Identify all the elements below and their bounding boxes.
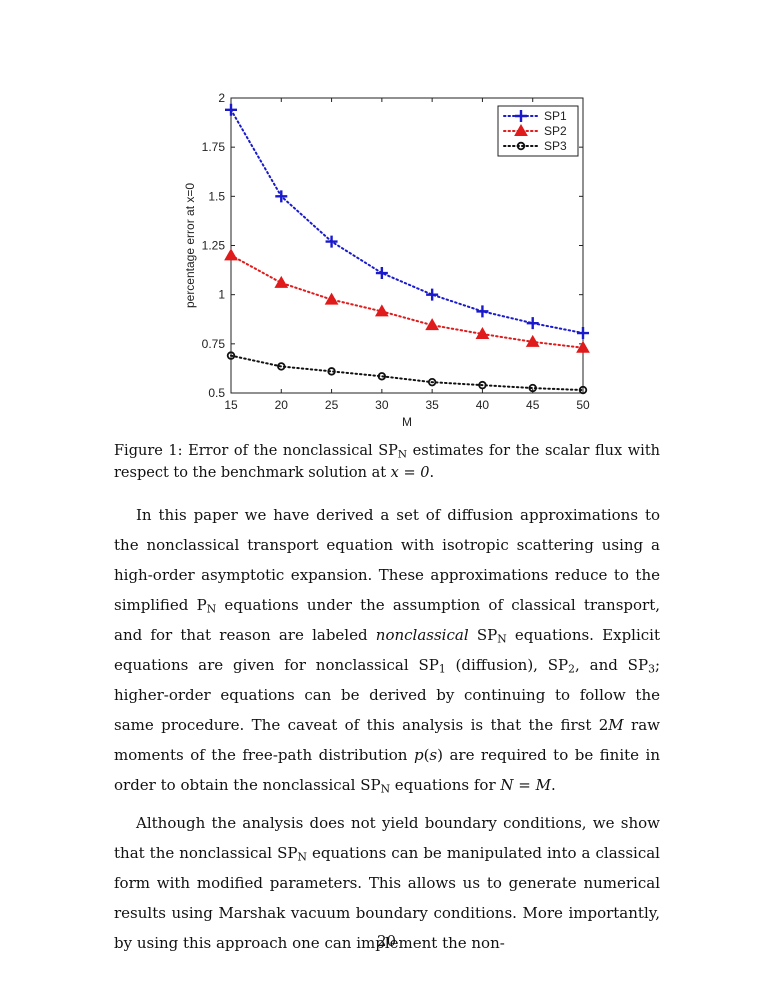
legend-box	[497, 105, 579, 157]
series-line	[230, 354, 584, 392]
legend-entry: SP3	[503, 139, 567, 153]
x-tick-label: 30	[375, 398, 389, 412]
data-point	[526, 317, 539, 330]
data-point	[475, 326, 490, 339]
legend-label: SP1	[544, 109, 567, 123]
x-tick-label: 35	[425, 398, 439, 412]
figure-caption: Figure 1: Error of the nonclassical SPN …	[114, 443, 660, 481]
data-point	[225, 103, 237, 116]
y-tick-label: 0.5	[208, 386, 225, 400]
data-point	[377, 372, 387, 381]
legend-marker	[514, 123, 528, 136]
data-point	[426, 288, 439, 301]
y-axis-label: percentage error at x=0	[183, 183, 197, 308]
x-tick-label: 20	[275, 398, 289, 412]
legend-marker	[516, 141, 526, 151]
data-point	[576, 340, 590, 353]
y-tick-label: 1	[218, 288, 225, 302]
y-tick-label: 1.5	[208, 189, 225, 203]
paragraph-2: Although the analysis does not yield bou…	[114, 814, 660, 952]
data-point	[425, 318, 440, 331]
data-point	[327, 367, 336, 376]
y-tick-label: 1.75	[202, 140, 226, 154]
data-point	[478, 380, 487, 390]
data-point	[577, 327, 589, 340]
y-tick-label: 1.25	[202, 239, 226, 253]
data-point	[525, 334, 540, 347]
data-point	[528, 383, 537, 393]
x-tick-label: 50	[576, 398, 590, 412]
series-sp1	[225, 103, 589, 340]
data-point	[578, 385, 588, 395]
x-tick-label: 25	[325, 398, 339, 412]
legend-marker	[515, 110, 527, 122]
legend-label: SP3	[544, 139, 567, 153]
series-line	[230, 254, 584, 349]
data-point	[277, 362, 286, 371]
data-point	[226, 351, 236, 360]
data-point	[324, 292, 339, 305]
series-sp3	[226, 351, 588, 395]
data-point	[274, 275, 289, 288]
data-point	[476, 305, 489, 318]
chart-axes: 15 20 25 30 35 40 45 50 0.5 0.75 1 1.25 1.5 1.75 2 Mper…	[183, 91, 590, 429]
y-tick-label: 2	[218, 91, 225, 105]
legend-entry: SP1	[503, 109, 567, 123]
y-tick-label: 0.75	[202, 337, 226, 351]
series-line	[230, 108, 584, 335]
data-point	[427, 377, 437, 387]
paragraph-1: In this paper we have derived a set of d…	[114, 506, 661, 796]
series-sp2	[224, 248, 590, 353]
legend-label: SP2	[544, 124, 567, 138]
data-point	[374, 304, 389, 317]
data-point	[375, 267, 388, 280]
chart-series	[224, 103, 590, 395]
x-tick-label: 45	[526, 398, 540, 412]
data-point	[224, 248, 238, 261]
data-point	[325, 235, 338, 248]
x-tick-label: 40	[476, 398, 490, 412]
body-text: In this paper we have derived a set of d…	[114, 500, 660, 958]
x-tick-label: 15	[224, 398, 238, 412]
error-chart: 15 20 25 30 35 40 45 50 0.5 0.75 1 1.25 1.5 1.75 2 Mper…	[183, 91, 590, 429]
x-axis-label: M	[402, 415, 412, 429]
page-number: 20	[376, 932, 397, 950]
legend-entry: SP2	[503, 123, 567, 138]
data-point	[275, 190, 288, 203]
